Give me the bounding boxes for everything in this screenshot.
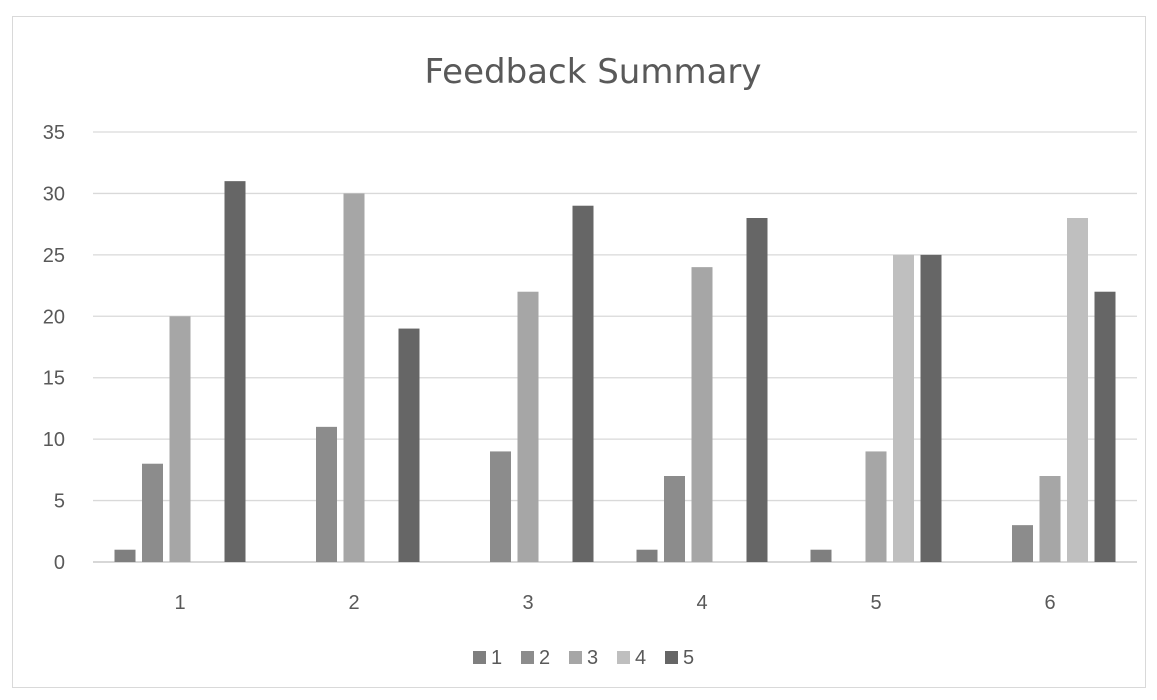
legend-label: 1	[491, 647, 502, 669]
bars	[114, 181, 1116, 562]
y-tick-label: 10	[43, 429, 65, 451]
bar-cat4-series2	[664, 476, 685, 562]
y-tick-label: 25	[43, 245, 65, 267]
bar-cat6-series5	[1094, 291, 1116, 562]
bar-cat5-series5	[920, 254, 942, 562]
legend-swatch	[473, 651, 486, 664]
legend: 1 2 3 4 5	[473, 647, 694, 669]
bar-cat6-series3	[1039, 476, 1061, 562]
bar-cat5-series1	[810, 549, 832, 562]
bar-cat2-series3	[343, 193, 365, 562]
y-axis-ticks: 0 5 10 15 20 25 30 35	[43, 122, 65, 574]
legend-swatch	[521, 651, 534, 664]
bar-cat4-series5	[746, 218, 768, 562]
bar-cat1-series5	[224, 181, 246, 562]
bar-cat3-series5	[572, 205, 594, 562]
y-tick-label: 0	[54, 552, 65, 574]
x-tick-label: 3	[522, 592, 533, 614]
y-tick-label: 15	[43, 368, 65, 390]
bar-cat3-series3	[517, 291, 539, 562]
x-tick-label: 5	[870, 592, 881, 614]
bar-cat2-series2	[316, 426, 337, 562]
bar-cat4-series1	[636, 549, 658, 562]
bar-cat1-series1	[114, 549, 136, 562]
bar-cat5-series3	[865, 451, 887, 562]
bar-cat1-series2	[142, 463, 163, 562]
x-tick-label: 6	[1044, 592, 1055, 614]
y-tick-label: 30	[43, 183, 65, 205]
legend-label: 4	[635, 647, 646, 669]
x-axis-ticks: 1 2 3 4 5 6	[174, 592, 1055, 614]
y-tick-label: 5	[54, 491, 65, 513]
bar-cat6-series2	[1012, 525, 1033, 562]
legend-label: 3	[587, 647, 598, 669]
legend-swatch	[617, 651, 630, 664]
bar-cat5-series4	[893, 254, 914, 562]
x-tick-label: 2	[348, 592, 359, 614]
legend-swatch	[569, 651, 582, 664]
bar-cat6-series4	[1067, 218, 1088, 562]
bar-cat2-series5	[398, 328, 420, 562]
legend-label: 2	[539, 647, 550, 669]
bar-cat1-series3	[169, 316, 191, 562]
bar-cat3-series2	[490, 451, 511, 562]
legend-swatch	[665, 651, 678, 664]
legend-label: 5	[683, 647, 694, 669]
bar-cat4-series3	[691, 267, 713, 562]
x-tick-label: 1	[174, 592, 185, 614]
chart-title: Feedback Summary	[424, 52, 761, 92]
gridlines	[93, 131, 1137, 563]
y-tick-label: 20	[43, 306, 65, 328]
x-tick-label: 4	[696, 592, 707, 614]
y-tick-label: 35	[43, 122, 65, 144]
